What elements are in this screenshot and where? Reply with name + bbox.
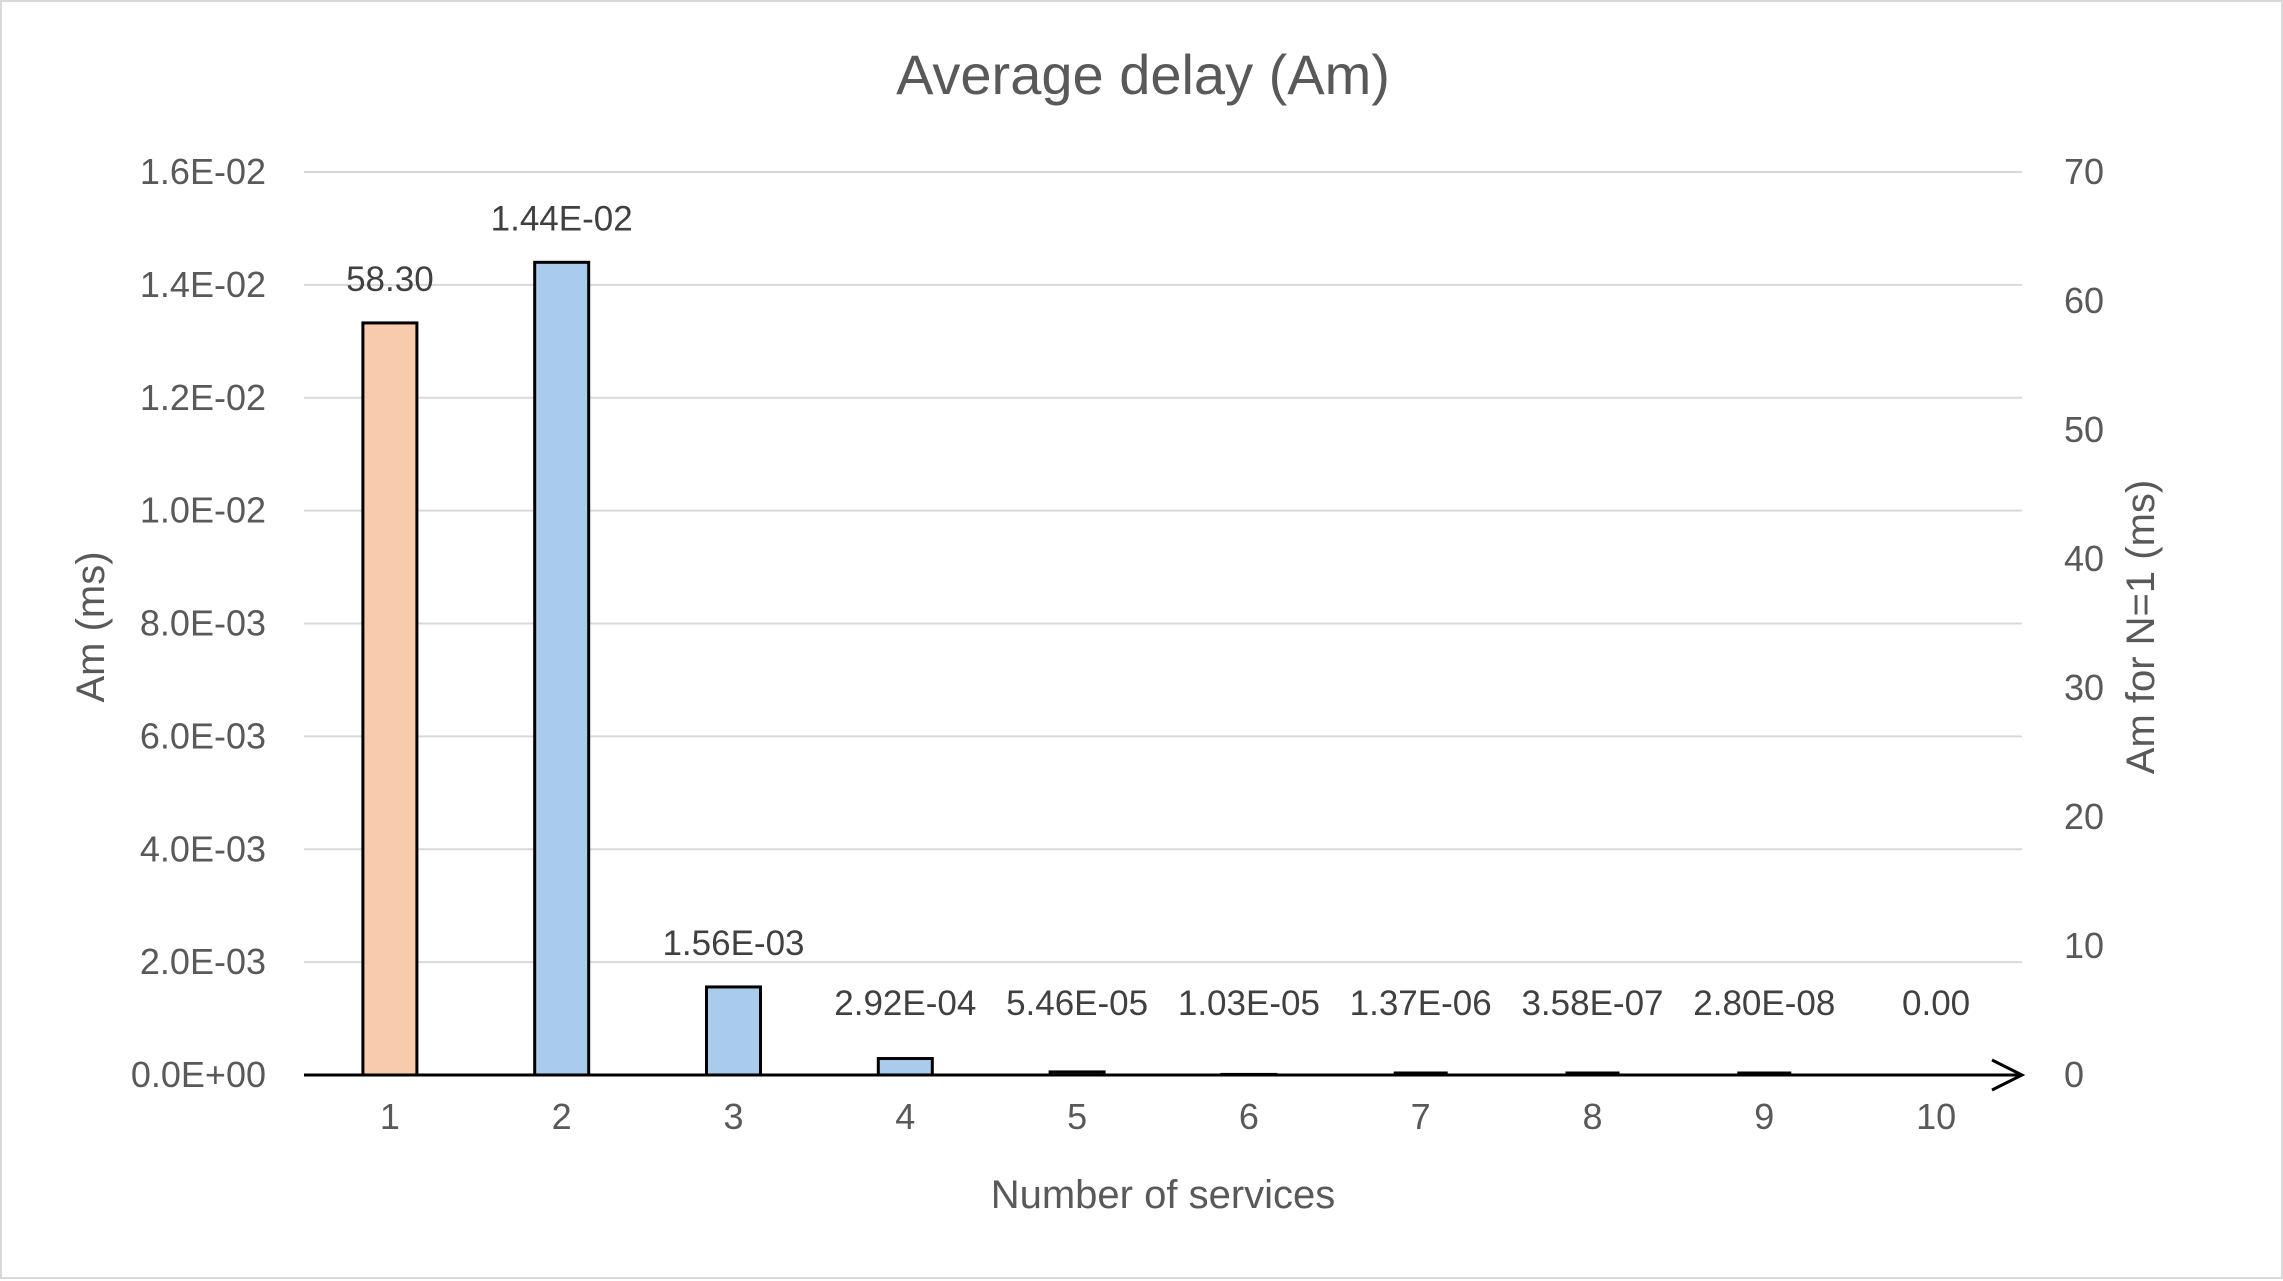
data-label: 5.46E-05 xyxy=(1006,984,1148,1023)
y2-tick-label: 10 xyxy=(2064,925,2104,966)
y2-tick-label: 70 xyxy=(2064,151,2104,192)
y-tick-label: 1.6E-02 xyxy=(140,151,266,192)
data-label: 2.92E-04 xyxy=(834,984,976,1023)
y-tick-label: 1.0E-02 xyxy=(140,490,266,531)
data-label: 2.80E-08 xyxy=(1693,984,1835,1023)
y-tick-label: 6.0E-03 xyxy=(140,715,266,756)
x-tick-label: 5 xyxy=(1067,1096,1087,1137)
x-tick-label: 2 xyxy=(552,1096,572,1137)
y-tick-label: 8.0E-03 xyxy=(140,603,266,644)
y2-tick-label: 20 xyxy=(2064,796,2104,837)
y2-tick-label: 60 xyxy=(2064,280,2104,321)
data-label: 1.37E-06 xyxy=(1350,984,1492,1023)
y-tick-label: 1.2E-02 xyxy=(140,377,266,418)
data-label: 1.56E-03 xyxy=(662,924,804,963)
bar xyxy=(707,987,761,1075)
data-label: 1.03E-05 xyxy=(1178,984,1320,1023)
chart-title: Average delay (Am) xyxy=(896,43,1390,106)
y2-tick-label: 30 xyxy=(2064,667,2104,708)
x-tick-label: 10 xyxy=(1916,1096,1956,1137)
x-tick-label: 6 xyxy=(1239,1096,1259,1137)
bar xyxy=(535,262,589,1075)
data-label: 3.58E-07 xyxy=(1521,984,1663,1023)
x-tick-label: 7 xyxy=(1411,1096,1431,1137)
y-tick-label: 1.4E-02 xyxy=(140,264,266,305)
y-axis-title: Am (ms) xyxy=(69,551,113,702)
data-label: 1.44E-02 xyxy=(491,199,633,238)
y-tick-label: 2.0E-03 xyxy=(140,941,266,982)
y2-tick-label: 40 xyxy=(2064,538,2104,579)
data-label: 0.00 xyxy=(1902,984,1970,1023)
data-label: 58.30 xyxy=(346,260,434,299)
y2-tick-label: 50 xyxy=(2064,409,2104,450)
x-tick-label: 8 xyxy=(1582,1096,1602,1137)
bars xyxy=(363,262,1791,1075)
bar xyxy=(363,323,417,1075)
x-tick-label: 3 xyxy=(723,1096,743,1137)
y2-axis-title: Am for N=1 (ms) xyxy=(2119,480,2163,774)
y-tick-label: 4.0E-03 xyxy=(140,828,266,869)
x-tick-label: 4 xyxy=(895,1096,915,1137)
x-axis-title: Number of services xyxy=(991,1173,1336,1217)
bar xyxy=(878,1059,932,1075)
x-tick-label: 1 xyxy=(380,1096,400,1137)
y2-tick-label: 0 xyxy=(2064,1054,2084,1095)
y-tick-label: 0.0E+00 xyxy=(131,1054,266,1095)
x-tick-label: 9 xyxy=(1754,1096,1774,1137)
